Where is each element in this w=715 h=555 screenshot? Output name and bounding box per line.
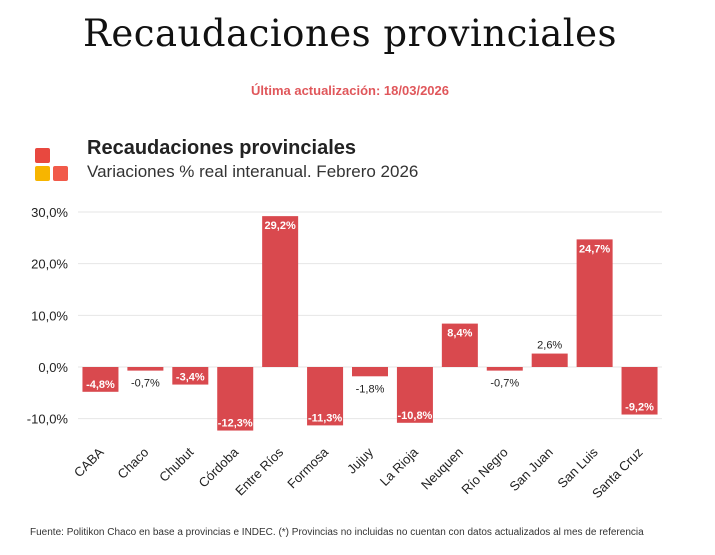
x-tick-label: Chubut [156, 444, 197, 485]
x-tick-label: Córdoba [195, 444, 241, 490]
x-tick-label: Formosa [284, 444, 331, 491]
bar [441, 323, 478, 367]
x-tick-label: San Luis [554, 444, 601, 491]
bar [217, 367, 254, 431]
data-label: -11,3% [308, 412, 342, 424]
bar [531, 353, 568, 367]
bar-chart: -4,8% -0,7% -3,4% -12,3% 29,2% -11,3% -1,8% -10… [27, 205, 662, 501]
logo-square-orange [53, 166, 68, 181]
logo-square-yellow [35, 166, 50, 181]
data-label: -12,3% [218, 418, 253, 430]
data-label: -9,2% [625, 402, 654, 414]
y-tick-label: 0,0% [38, 360, 68, 375]
data-label: -0,7% [131, 378, 160, 390]
x-tick-label: La Rioja [377, 444, 422, 489]
data-label: -0,7% [490, 378, 519, 390]
source-note: Fuente: Politikon Chaco en base a provin… [30, 527, 644, 538]
y-tick-label: -10,0% [27, 412, 69, 427]
data-label: -1,8% [356, 383, 385, 395]
chart-title: Recaudaciones provinciales [87, 137, 357, 159]
x-tick-label: Entre Ríos [232, 444, 286, 498]
data-label: 2,6% [537, 340, 562, 352]
page-title: Recaudaciones provinciales [83, 12, 617, 55]
bar [262, 216, 299, 367]
data-label: -4,8% [86, 379, 115, 391]
last-updated-text: Última actualización: 18/03/2026 [251, 83, 449, 98]
bar [307, 367, 344, 426]
data-label: -10,8% [397, 410, 432, 422]
data-label: 8,4% [447, 328, 472, 340]
y-tick-label: 30,0% [31, 205, 68, 220]
x-tick-label: Jujuy [344, 444, 376, 476]
x-tick-label: CABA [71, 444, 107, 480]
bar [486, 367, 523, 371]
data-label: -3,4% [176, 372, 205, 384]
logo-square-red [35, 148, 50, 163]
data-label: 24,7% [579, 243, 610, 255]
x-tick-label: Río Negro [458, 445, 511, 498]
chart-subtitle: Variaciones % real interanual. Febrero 2… [87, 162, 419, 181]
bar [172, 367, 209, 385]
bar [576, 239, 613, 367]
bar [396, 367, 433, 423]
bar [621, 367, 658, 415]
colored-squares-logo [33, 146, 73, 186]
bar [82, 367, 119, 392]
x-tick-label: Chaco [114, 445, 151, 482]
x-tick-label: San Juan [506, 445, 555, 494]
bar [127, 367, 164, 371]
bar [352, 367, 388, 377]
y-tick-label: 20,0% [31, 257, 68, 272]
y-tick-label: 10,0% [31, 308, 68, 323]
data-label: 29,2% [265, 220, 296, 232]
